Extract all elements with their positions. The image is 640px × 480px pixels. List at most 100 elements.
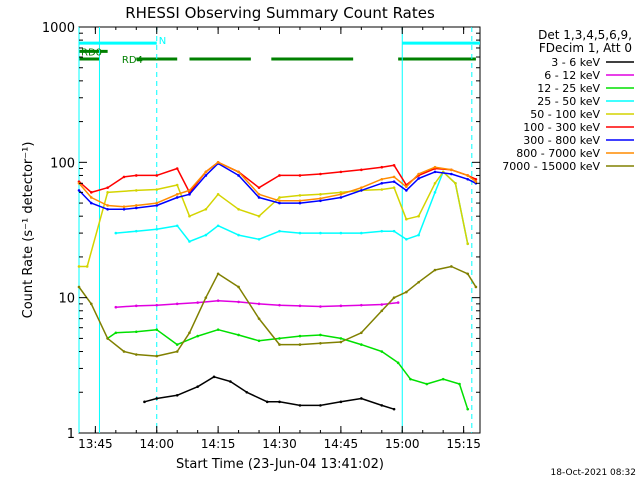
series-6-point-22	[450, 172, 453, 176]
y-tick-label-0: 1	[67, 427, 75, 442]
series-8-point-15	[339, 340, 343, 344]
series-2-point-15	[396, 361, 400, 365]
series-3-point-16	[405, 237, 408, 241]
series-6-point-1	[89, 201, 93, 205]
series-6-point-16	[360, 189, 363, 192]
series-6-point-0	[77, 189, 81, 192]
x-tick-label-6: 15:15	[446, 437, 481, 451]
series-7-point-15	[339, 193, 343, 196]
series-0-point-5	[229, 380, 232, 383]
legend-label-2: 12 - 25 keV	[537, 82, 600, 95]
series-7-point-6	[175, 193, 179, 196]
series-8-point-23	[466, 272, 470, 276]
series-3-point-9	[278, 229, 281, 233]
series-7-point-18	[392, 175, 396, 179]
series-3-point-18	[433, 191, 437, 194]
series-4-point-0	[77, 265, 81, 268]
legend-header-1: Det 1,3,4,5,6,9,	[538, 28, 632, 42]
annotations: N RD0 RD4	[81, 36, 166, 66]
series-5-point-4	[134, 174, 138, 177]
y-axis-ticks: 1 10 100 1000	[42, 21, 480, 442]
series-4-point-23	[466, 242, 470, 246]
series-8-point-3	[122, 350, 126, 353]
series-8-point-2	[106, 337, 109, 340]
series-7-point-9	[216, 161, 220, 164]
legend-label-8: 7000 - 15000 keV	[502, 160, 600, 173]
series-0-point-7	[265, 400, 269, 404]
series-7-point-3	[122, 205, 126, 209]
x-tick-label-3: 14:30	[262, 437, 297, 451]
series-8-point-21	[433, 268, 437, 272]
series-8-point-0	[77, 285, 81, 289]
series-8-point-1	[89, 302, 93, 306]
series-3-point-1	[134, 229, 138, 233]
series-3-point-8	[257, 237, 261, 241]
series-3-point-7	[237, 233, 240, 237]
series-1-point-4	[196, 301, 199, 304]
series-8-point-11	[257, 317, 261, 320]
series-4-point-13	[319, 193, 322, 196]
series-6-point-23	[466, 177, 470, 181]
series-7-point-11	[257, 193, 261, 196]
series-4-point-1	[85, 265, 89, 268]
series-7-point-20	[417, 172, 420, 176]
series-7-point-2	[106, 204, 109, 207]
series-3-point-15	[392, 229, 396, 233]
legend-label-5: 100 - 300 keV	[523, 121, 600, 134]
series-2-point-20	[466, 407, 470, 411]
series-2-point-12	[339, 337, 343, 340]
series-5-point-15	[339, 170, 343, 174]
series-group	[77, 161, 478, 411]
series-2-point-1	[114, 331, 118, 335]
series-0-point-12	[360, 397, 363, 400]
series-1-point-10	[319, 305, 322, 308]
series-6-point-12	[278, 201, 281, 205]
series-4	[77, 170, 470, 268]
series-6-point-20	[417, 177, 420, 180]
vertical-markers	[78, 27, 473, 433]
series-5-point-13	[298, 174, 302, 177]
series-1-point-0	[114, 305, 118, 309]
series-4-point-3	[134, 189, 138, 192]
series-2-point-9	[278, 337, 281, 340]
series-7-point-19	[405, 185, 408, 189]
series-2-point-16	[409, 377, 412, 381]
series-5-point-18	[392, 164, 396, 167]
legend-label-3: 25 - 50 keV	[537, 95, 600, 108]
annotation-2: RD4	[122, 55, 143, 66]
series-1-point-2	[155, 303, 159, 307]
chart-title: RHESSI Observing Summary Count Rates	[125, 4, 435, 22]
series-3-point-11	[319, 231, 322, 235]
legend-label-4: 50 - 100 keV	[530, 108, 600, 121]
y-tick-label-2: 100	[50, 156, 75, 171]
series-0-point-10	[319, 404, 322, 407]
series-6-point-10	[237, 174, 240, 177]
x-tick-label-4: 14:45	[324, 437, 359, 451]
series-6-point-3	[122, 207, 126, 211]
x-axis-ticks: 13:45 14:00 14:15 14:30 14:45 15:00 15:15	[78, 27, 481, 451]
series-8-point-16	[360, 331, 363, 335]
y-axis-label: Count Rate (s⁻¹ detector⁻¹)	[21, 142, 36, 319]
series-line-7	[78, 161, 477, 208]
series-0	[143, 375, 396, 411]
series-6-point-21	[433, 170, 437, 174]
series-0-point-14	[392, 407, 396, 411]
series-0-point-11	[339, 400, 343, 404]
footer-timestamp: 18-Oct-2021 08:32	[551, 468, 636, 478]
flag-bars	[79, 41, 480, 61]
series-6-point-18	[392, 180, 396, 183]
series-8-point-20	[417, 280, 420, 284]
series-8-point-18	[392, 296, 396, 299]
series-5-point-11	[257, 186, 261, 189]
series-8-point-6	[175, 350, 179, 353]
series-7-point-14	[319, 197, 322, 200]
series-line-6	[78, 162, 477, 211]
x-tick-label-0: 13:45	[78, 437, 113, 451]
series-8-point-8	[204, 296, 208, 299]
series-3-point-2	[155, 228, 159, 231]
series-2-point-8	[257, 339, 261, 343]
series-5-point-5	[155, 174, 159, 177]
x-tick-label-5: 15:00	[385, 437, 420, 451]
series-6-point-15	[339, 196, 343, 199]
